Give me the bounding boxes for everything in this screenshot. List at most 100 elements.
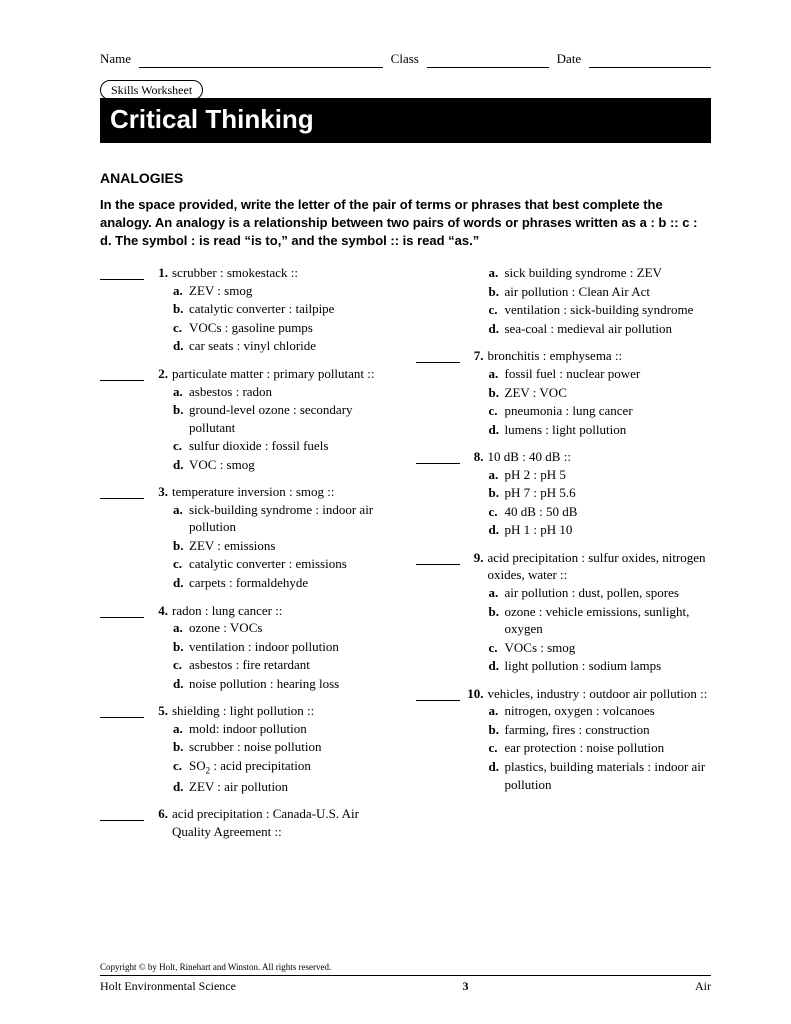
option-text: lumens : light pollution xyxy=(505,421,712,439)
option-letter: a. xyxy=(489,584,505,602)
answer-blank[interactable] xyxy=(100,604,144,618)
option: d.ZEV : air pollution xyxy=(173,778,396,796)
option: c.asbestos : fire retardant xyxy=(173,656,396,674)
answer-blank[interactable] xyxy=(416,450,460,464)
option-letter: a. xyxy=(173,501,189,536)
option: d.sea-coal : medieval air pollution xyxy=(489,320,712,338)
option: c.VOCs : smog xyxy=(489,639,712,657)
option: b.ozone : vehicle emissions, sunlight, o… xyxy=(489,603,712,638)
option-letter: b. xyxy=(489,283,505,301)
answer-blank[interactable] xyxy=(416,551,460,565)
date-blank[interactable] xyxy=(589,50,711,68)
option-text: car seats : vinyl chloride xyxy=(189,337,396,355)
left-column: 1.scrubber : smokestack ::a.ZEV : smogb.… xyxy=(100,264,396,850)
answer-blank[interactable] xyxy=(100,367,144,381)
question-stem: 10 dB : 40 dB :: xyxy=(488,448,712,466)
option-letter: c. xyxy=(489,402,505,420)
option-letter: b. xyxy=(489,603,505,638)
option-letter: a. xyxy=(489,466,505,484)
option: b.ZEV : VOC xyxy=(489,384,712,402)
option: b.scrubber : noise pollution xyxy=(173,738,396,756)
question-number: 5. xyxy=(148,702,168,720)
name-label: Name xyxy=(100,50,131,68)
question-number: 10. xyxy=(464,685,484,703)
option: d.VOC : smog xyxy=(173,456,396,474)
option: b.ventilation : indoor pollution xyxy=(173,638,396,656)
option-text: ear protection : noise pollution xyxy=(505,739,712,757)
option: d.carpets : formaldehyde xyxy=(173,574,396,592)
option-letter: c. xyxy=(173,757,189,777)
date-label: Date xyxy=(557,50,582,68)
option: c.SO2 : acid precipitation xyxy=(173,757,396,777)
question-stem: vehicles, industry : outdoor air polluti… xyxy=(488,685,712,703)
option-text: pH 1 : pH 10 xyxy=(505,521,712,539)
question: a.sick building syndrome : ZEVb.air poll… xyxy=(416,264,712,337)
option-letter: d. xyxy=(489,421,505,439)
question-stem: radon : lung cancer :: xyxy=(172,602,396,620)
question: 8.10 dB : 40 dB ::a.pH 2 : pH 5b.pH 7 : … xyxy=(416,448,712,539)
footer: Copyright © by Holt, Rinehart and Winsto… xyxy=(100,961,711,994)
question-stem: particulate matter : primary pollutant :… xyxy=(172,365,396,383)
answer-blank[interactable] xyxy=(100,807,144,821)
option-letter: a. xyxy=(489,702,505,720)
option: b.air pollution : Clean Air Act xyxy=(489,283,712,301)
option: a.air pollution : dust, pollen, spores xyxy=(489,584,712,602)
option-letter: a. xyxy=(173,282,189,300)
option-text: pH 7 : pH 5.6 xyxy=(505,484,712,502)
question-number: 2. xyxy=(148,365,168,383)
question-stem: acid precipitation : Canada-U.S. Air Qua… xyxy=(172,805,396,840)
page-title: Critical Thinking xyxy=(100,98,711,143)
header-fields: Name Class Date xyxy=(100,50,711,68)
option-letter: d. xyxy=(173,778,189,796)
question: 5.shielding : light pollution ::a.mold: … xyxy=(100,702,396,795)
answer-blank[interactable] xyxy=(416,349,460,363)
footer-book: Holt Environmental Science xyxy=(100,978,236,994)
question-number: 3. xyxy=(148,483,168,501)
instructions: In the space provided, write the letter … xyxy=(100,196,711,251)
option: a.sick-building syndrome : indoor air po… xyxy=(173,501,396,536)
option: c.ear protection : noise pollution xyxy=(489,739,712,757)
option-text: noise pollution : hearing loss xyxy=(189,675,396,693)
option: b.catalytic converter : tailpipe xyxy=(173,300,396,318)
question-stem: temperature inversion : smog :: xyxy=(172,483,396,501)
option-text: farming, fires : construction xyxy=(505,721,712,739)
option-letter: a. xyxy=(173,619,189,637)
option: c.pneumonia : lung cancer xyxy=(489,402,712,420)
question-stem: bronchitis : emphysema :: xyxy=(488,347,712,365)
question: 3.temperature inversion : smog ::a.sick-… xyxy=(100,483,396,591)
answer-blank[interactable] xyxy=(100,266,144,280)
class-blank[interactable] xyxy=(427,50,549,68)
question: 1.scrubber : smokestack ::a.ZEV : smogb.… xyxy=(100,264,396,355)
option: d.plastics, building materials : indoor … xyxy=(489,758,712,793)
option-letter: c. xyxy=(489,639,505,657)
option-letter: c. xyxy=(173,319,189,337)
name-blank[interactable] xyxy=(139,50,383,68)
option-text: plastics, building materials : indoor ai… xyxy=(505,758,712,793)
option-text: air pollution : dust, pollen, spores xyxy=(505,584,712,602)
question-number: 1. xyxy=(148,264,168,282)
question: 9.acid precipitation : sulfur oxides, ni… xyxy=(416,549,712,675)
option-text: ZEV : emissions xyxy=(189,537,396,555)
class-label: Class xyxy=(391,50,419,68)
answer-blank[interactable] xyxy=(416,687,460,701)
option: d.light pollution : sodium lamps xyxy=(489,657,712,675)
option-text: VOCs : smog xyxy=(505,639,712,657)
answer-blank[interactable] xyxy=(100,485,144,499)
footer-page: 3 xyxy=(462,978,468,994)
question: 7.bronchitis : emphysema ::a.fossil fuel… xyxy=(416,347,712,438)
answer-blank[interactable] xyxy=(100,704,144,718)
option-letter: a. xyxy=(173,720,189,738)
option: a.mold: indoor pollution xyxy=(173,720,396,738)
option: d.noise pollution : hearing loss xyxy=(173,675,396,693)
option: a.fossil fuel : nuclear power xyxy=(489,365,712,383)
option-letter: a. xyxy=(173,383,189,401)
question: 2.particulate matter : primary pollutant… xyxy=(100,365,396,473)
option-text: 40 dB : 50 dB xyxy=(505,503,712,521)
option-text: VOCs : gasoline pumps xyxy=(189,319,396,337)
question: 6.acid precipitation : Canada-U.S. Air Q… xyxy=(100,805,396,840)
option-letter: d. xyxy=(489,320,505,338)
question-stem: shielding : light pollution :: xyxy=(172,702,396,720)
question-number: 4. xyxy=(148,602,168,620)
option-text: mold: indoor pollution xyxy=(189,720,396,738)
option-text: ozone : VOCs xyxy=(189,619,396,637)
